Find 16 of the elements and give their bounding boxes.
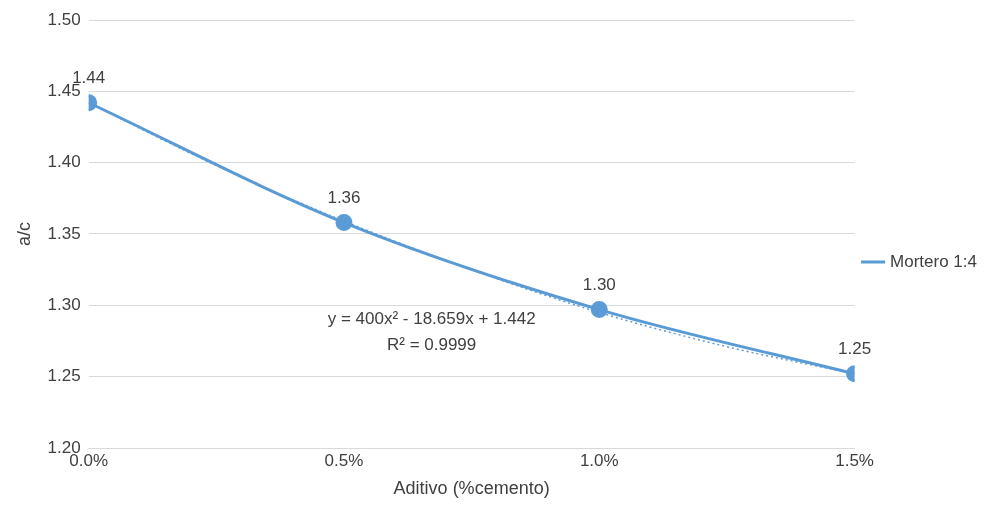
x-tick-label: 0.5% bbox=[324, 450, 364, 470]
annotation: R² = 0.9999 bbox=[386, 335, 477, 355]
data-label: 1.25 bbox=[838, 339, 872, 358]
y-tick-label: 1.25 bbox=[47, 366, 81, 386]
y-axis-title: a/c bbox=[13, 221, 34, 247]
y-tick-label: 1.30 bbox=[47, 295, 81, 315]
legend-label: Mortero 1:4 bbox=[890, 251, 978, 271]
x-axis-title: Aditivo (%cemento) bbox=[393, 478, 550, 499]
x-tick-label: 1.5% bbox=[835, 450, 874, 470]
data-label: 1.36 bbox=[327, 187, 361, 207]
y-tick-label: 1.50 bbox=[47, 9, 81, 29]
x-tick-label: 1.0% bbox=[579, 450, 619, 470]
y-tick-label: 1.40 bbox=[47, 152, 81, 172]
annotation: y = 400x² - 18.659x + 1.442 bbox=[327, 309, 536, 329]
data-label: 1.30 bbox=[582, 274, 616, 294]
y-tick-label: 1.35 bbox=[47, 223, 81, 243]
